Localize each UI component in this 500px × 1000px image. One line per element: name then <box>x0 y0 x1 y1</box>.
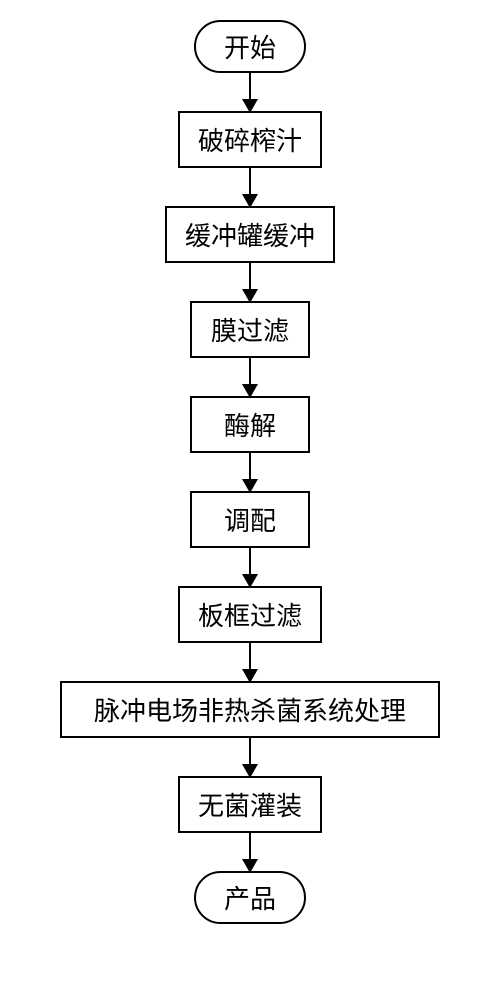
arrow <box>249 263 251 301</box>
arrow <box>249 738 251 776</box>
plate-node: 板框过滤 <box>178 586 322 643</box>
start-node: 开始 <box>194 20 306 73</box>
arrow <box>249 168 251 206</box>
arrow <box>249 833 251 871</box>
arrow <box>249 548 251 586</box>
product-node: 产品 <box>194 871 306 924</box>
enzyme-node: 酶解 <box>190 396 310 453</box>
arrow <box>249 453 251 491</box>
buffer-node: 缓冲罐缓冲 <box>165 206 335 263</box>
aseptic-node: 无菌灌装 <box>178 776 322 833</box>
blend-node: 调配 <box>190 491 310 548</box>
arrow <box>249 643 251 681</box>
crush-node: 破碎榨汁 <box>178 111 322 168</box>
arrow <box>249 358 251 396</box>
pef-node: 脉冲电场非热杀菌系统处理 <box>60 681 440 738</box>
membrane-node: 膜过滤 <box>190 301 310 358</box>
arrow <box>249 73 251 111</box>
flowchart-container: 开始 破碎榨汁 缓冲罐缓冲 膜过滤 酶解 调配 板框过滤 脉冲电场非热杀菌系统处… <box>0 0 500 924</box>
